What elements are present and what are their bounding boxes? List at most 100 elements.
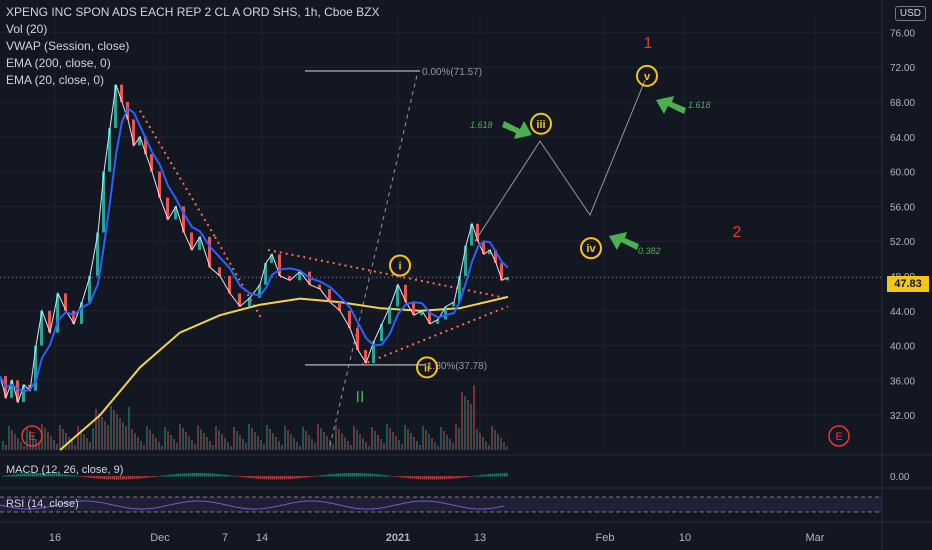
- macd-histogram-bar: [92, 476, 94, 479]
- volume-bar: [206, 437, 208, 450]
- volume-bar: [461, 392, 463, 450]
- macd-histogram-bar: [4, 475, 6, 477]
- price-candle: [476, 223, 479, 242]
- volume-bar: [140, 441, 142, 450]
- wave-label-ii: ii: [424, 362, 430, 374]
- volume-bar: [53, 440, 55, 450]
- price-candle: [10, 380, 13, 398]
- volume-bar: [470, 404, 472, 450]
- price-candle: [218, 267, 221, 276]
- macd-histogram-bar: [190, 473, 192, 477]
- macd-histogram-bar: [96, 476, 98, 479]
- macd-histogram-bar: [266, 476, 268, 480]
- price-candle: [270, 254, 273, 263]
- macd-histogram-bar: [394, 476, 396, 477]
- macd-histogram-bar: [474, 475, 476, 477]
- volume-bar: [374, 431, 376, 450]
- volume-bar: [59, 425, 61, 450]
- macd-histogram-bar: [328, 474, 330, 477]
- price-candle: [444, 306, 447, 320]
- macd-histogram-bar: [40, 473, 42, 477]
- volume-bar: [347, 441, 349, 450]
- indicator-vol[interactable]: Vol (20): [6, 22, 48, 36]
- price-candle: [120, 84, 123, 102]
- macd-histogram-bar: [332, 474, 334, 477]
- volume-bar: [104, 421, 106, 450]
- volume-bar: [293, 438, 295, 450]
- price-candle: [470, 223, 473, 246]
- macd-histogram-bar: [286, 476, 288, 480]
- macd-histogram-bar: [232, 475, 234, 477]
- indicator-vwap[interactable]: VWAP (Session, close): [6, 39, 130, 53]
- volume-bar: [167, 431, 169, 450]
- y-tick-label: 56.00: [890, 202, 915, 213]
- macd-histogram-bar: [176, 473, 178, 477]
- macd-histogram-bar: [188, 473, 190, 477]
- volume-bar: [161, 446, 163, 450]
- macd-histogram-bar: [112, 476, 114, 480]
- volume-bar: [371, 427, 373, 450]
- wave-label-circle: [580, 237, 602, 260]
- green-arrow-icon: [656, 96, 686, 114]
- rsi-band: [0, 497, 882, 512]
- macd-histogram-bar: [198, 473, 200, 477]
- price-candle: [28, 384, 31, 391]
- currency-badge[interactable]: USD: [894, 6, 926, 21]
- macd-histogram-bar: [382, 474, 384, 477]
- volume-bar: [455, 424, 457, 450]
- volume-bar: [437, 446, 439, 450]
- macd-histogram-bar: [388, 475, 390, 477]
- volume-bar: [413, 437, 415, 450]
- macd-histogram-bar: [504, 473, 506, 477]
- volume-bar: [299, 446, 301, 450]
- volume-bar: [17, 438, 19, 450]
- volume-bar: [314, 443, 316, 450]
- volume-bar: [407, 429, 409, 450]
- macd-histogram-bar: [336, 473, 338, 477]
- volume-bar: [410, 433, 412, 450]
- macd-histogram-bar: [208, 473, 210, 477]
- macd-histogram-bar: [316, 475, 318, 477]
- price-candle: [494, 249, 497, 263]
- macd-histogram-bar: [260, 476, 262, 479]
- volume-bar: [23, 446, 25, 450]
- macd-histogram-bar: [218, 474, 220, 477]
- volume-bar: [149, 430, 151, 450]
- price-candle: [238, 293, 241, 307]
- volume-bar: [296, 442, 298, 450]
- macd-histogram-bar: [440, 476, 442, 480]
- volume-bar: [92, 428, 94, 450]
- macd-histogram-bar: [456, 476, 458, 479]
- macd-histogram-bar: [254, 476, 256, 479]
- volume-bar: [416, 441, 418, 450]
- volume-bar: [218, 430, 220, 450]
- volume-bar: [386, 424, 388, 450]
- volume-bar: [266, 425, 268, 450]
- macd-histogram-bar: [54, 473, 56, 477]
- macd-histogram-bar: [446, 476, 448, 480]
- macd-histogram-bar: [162, 475, 164, 477]
- macd-histogram-bar: [346, 473, 348, 477]
- volume-bar: [443, 431, 445, 450]
- macd-histogram-bar: [146, 476, 148, 478]
- volume-bar: [86, 438, 88, 450]
- volume-bar: [353, 426, 355, 450]
- macd-histogram-bar: [406, 476, 408, 479]
- price-candle: [88, 276, 91, 303]
- symbol-title[interactable]: XPENG INC SPON ADS EACH REP 2 CL A ORD S…: [6, 5, 380, 19]
- volume-bar: [197, 425, 199, 450]
- macd-tick-label: 0.00: [890, 472, 910, 483]
- macd-histogram-bar: [214, 473, 216, 477]
- indicator-ema200[interactable]: EMA (200, close, 0): [6, 56, 111, 70]
- price-candle: [198, 236, 201, 250]
- price-candle: [114, 84, 117, 129]
- macd-histogram-bar: [330, 474, 332, 477]
- rsi-pane-label[interactable]: RSI (14, close): [6, 498, 79, 510]
- macd-pane-label[interactable]: MACD (12, 26, close, 9): [6, 464, 124, 476]
- indicator-ema20[interactable]: EMA (20, close, 0): [6, 73, 105, 87]
- price-candle: [380, 323, 383, 342]
- green-arrow-icon: [609, 232, 639, 250]
- macd-histogram-bar: [148, 476, 150, 478]
